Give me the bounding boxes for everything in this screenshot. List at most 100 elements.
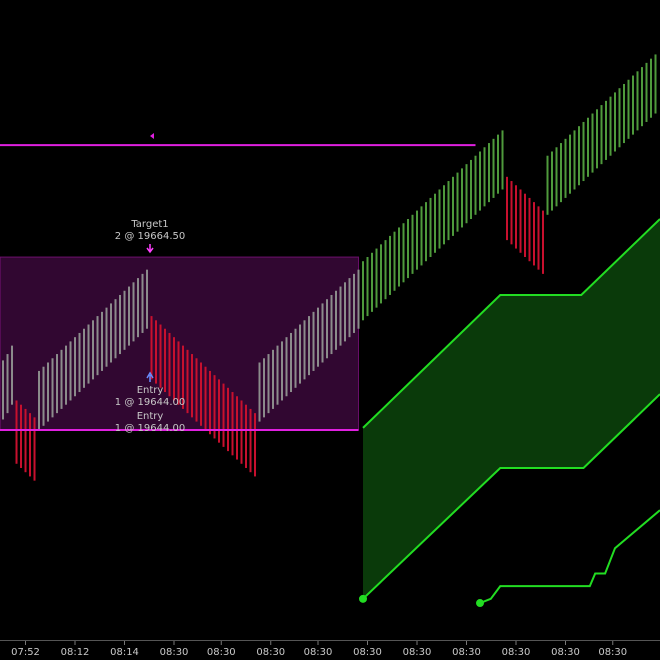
range-bar	[276, 345, 279, 405]
range-bar	[231, 392, 234, 456]
range-bar	[24, 408, 27, 473]
range-bar	[357, 269, 360, 329]
range-bar	[474, 155, 477, 215]
x-tick-label: 08:30	[256, 647, 285, 658]
range-bar	[551, 151, 554, 211]
range-bar	[461, 168, 464, 228]
range-bar	[29, 413, 32, 477]
range-bar	[524, 193, 527, 257]
range-bar	[645, 62, 648, 122]
range-bar	[375, 248, 378, 308]
range-bar	[497, 134, 500, 194]
plot-area	[0, 54, 660, 608]
range-bar	[227, 387, 230, 452]
range-bar	[641, 67, 644, 127]
entry-label: Entry	[137, 411, 164, 422]
range-bar	[596, 109, 599, 169]
range-bar	[128, 286, 131, 346]
range-bar	[195, 358, 198, 422]
range-bar	[627, 79, 630, 139]
range-bar	[465, 164, 468, 224]
x-tick-label: 08:30	[353, 647, 382, 658]
range-bar	[204, 366, 207, 431]
range-bar	[294, 328, 297, 388]
range-bar	[335, 290, 338, 350]
range-bar	[429, 197, 432, 257]
range-bar	[101, 311, 104, 371]
x-tick-label: 08:30	[207, 647, 236, 658]
range-bar	[560, 143, 563, 203]
range-bar	[492, 138, 495, 198]
entry-arrow	[146, 371, 154, 382]
range-bar	[479, 151, 482, 211]
range-bar	[407, 219, 410, 279]
range-bar	[272, 349, 275, 409]
range-bar	[564, 138, 567, 198]
range-bar	[438, 189, 441, 249]
indicator-line	[362, 393, 660, 600]
range-bar	[470, 159, 473, 220]
range-bar	[582, 121, 585, 182]
x-tick-label: 08:30	[502, 647, 531, 658]
range-bar	[348, 278, 351, 338]
range-bar	[321, 303, 324, 363]
range-bar	[258, 362, 261, 422]
range-bar	[443, 185, 446, 245]
range-bar	[501, 130, 504, 190]
x-tick-label: 08:30	[598, 647, 627, 658]
range-bar	[416, 210, 419, 270]
range-bar	[353, 273, 356, 333]
range-bar	[362, 261, 365, 321]
target-detail: 2 @ 19664.50	[115, 231, 185, 242]
range-bar	[546, 155, 549, 215]
range-bar	[488, 143, 491, 203]
range-bar	[240, 400, 243, 464]
signal-dot	[359, 594, 368, 603]
range-bar	[38, 370, 41, 431]
range-bar	[20, 404, 23, 468]
x-tick-label: 08:30	[551, 647, 580, 658]
range-bar	[398, 227, 401, 287]
range-bar	[141, 273, 144, 333]
range-bar	[636, 71, 639, 131]
range-bar	[483, 147, 486, 207]
range-bar	[182, 345, 185, 409]
signal-dot	[476, 599, 485, 608]
range-bar	[654, 54, 657, 114]
range-bar	[285, 337, 288, 397]
range-bar	[312, 311, 315, 371]
range-bar	[236, 396, 239, 460]
range-bar	[164, 328, 167, 393]
range-bar	[434, 193, 437, 253]
range-bar	[290, 332, 293, 393]
range-bar	[528, 197, 531, 262]
range-bar	[114, 299, 117, 359]
x-tick-label: 08:30	[403, 647, 432, 658]
range-bar	[425, 202, 428, 262]
range-bar	[92, 320, 95, 380]
range-bar	[384, 240, 387, 300]
range-bar	[47, 362, 50, 422]
range-bar	[330, 294, 333, 355]
range-bar	[609, 96, 612, 156]
range-bar	[200, 362, 203, 426]
x-tick-label: 08:30	[160, 647, 189, 658]
range-bar	[542, 210, 545, 274]
entry-label: Entry	[137, 385, 164, 396]
indicator-line	[479, 509, 660, 604]
range-bar	[402, 223, 405, 283]
range-bar	[33, 417, 36, 481]
range-bar	[51, 358, 54, 418]
x-tick-label: 08:30	[452, 647, 481, 658]
range-bar	[222, 383, 225, 447]
target-arrow	[146, 244, 154, 254]
range-bar	[317, 307, 320, 367]
range-bar	[326, 299, 329, 359]
range-bar	[168, 332, 171, 397]
range-bar	[389, 235, 392, 295]
range-bar	[456, 172, 459, 232]
x-tick-label: 07:52	[11, 647, 40, 658]
range-bar	[74, 337, 77, 397]
